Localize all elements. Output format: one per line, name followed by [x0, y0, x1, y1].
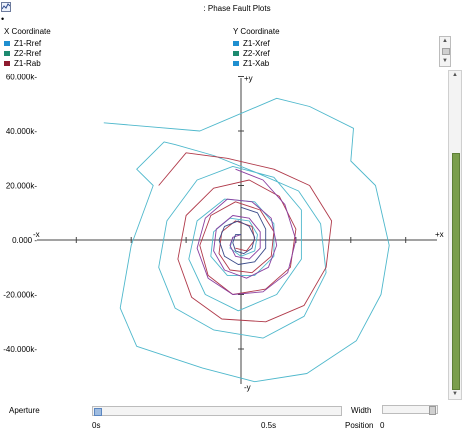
- swatch-z2-rref: [4, 50, 10, 56]
- y-tick-label: 20.000k-: [6, 182, 37, 191]
- legend-item-label: Z1-Rab: [14, 58, 41, 68]
- scroll-down-icon[interactable]: ▼: [452, 391, 458, 397]
- vertical-scroll-thumb[interactable]: [452, 153, 460, 390]
- swatch-z1-rab: [4, 60, 10, 66]
- aperture-label: Aperture: [9, 406, 40, 415]
- scroll-up-icon[interactable]: ▲: [442, 38, 448, 44]
- aperture-end-label: 0.5s: [261, 421, 277, 430]
- legend-scrollbar[interactable]: ▲ ▼: [439, 36, 451, 67]
- legend-scroll-thumb[interactable]: [442, 48, 450, 55]
- legend-item-label: Z1-Rref: [14, 38, 42, 48]
- legend-item[interactable]: Z1-Rref: [4, 38, 41, 48]
- minus-x-label: -x: [33, 230, 40, 239]
- plus-x-label: +x: [435, 230, 444, 239]
- legend-item[interactable]: Z1-Xab: [233, 58, 270, 68]
- y-tick-label: 40.000k-: [6, 127, 37, 136]
- width-label: Width: [351, 406, 372, 415]
- width-slider-thumb[interactable]: [429, 406, 436, 415]
- legend-item[interactable]: Z1-Rab: [4, 58, 41, 68]
- y-tick-label: 0.000 -: [12, 236, 37, 245]
- legend-x-header: X Coordinate: [4, 27, 51, 36]
- legend-y-list: Z1-Xref Z2-Xref Z1-Xab: [233, 38, 270, 68]
- legend-item[interactable]: Z1-Xref: [233, 38, 270, 48]
- legend-item-label: Z2-Rref: [14, 48, 42, 58]
- trace-cyan-spiral: [103, 97, 390, 383]
- position-label: Position: [345, 421, 374, 430]
- legend-item[interactable]: Z2-Rref: [4, 48, 41, 58]
- plot-vertical-scrollbar[interactable]: ▲ ▼: [448, 70, 462, 400]
- legend-item-label: Z1-Xref: [243, 38, 270, 48]
- plus-y-label: +y: [244, 74, 253, 83]
- phase-plot[interactable]: 60.000k- 40.000k- 20.000k- 0.000 - -20.000k-…: [0, 74, 446, 394]
- width-slider[interactable]: [382, 405, 438, 415]
- trace-navy-spiral: [218, 206, 267, 265]
- scroll-down-icon[interactable]: ▼: [442, 58, 448, 64]
- minus-y-label: -y: [244, 383, 251, 392]
- aperture-slider[interactable]: [92, 406, 342, 416]
- aperture-start-label: 0s: [92, 421, 101, 430]
- y-tick-label: 60.000k-: [6, 74, 37, 82]
- swatch-z1-xref: [233, 40, 239, 46]
- swatch-z1-xab: [233, 60, 239, 66]
- aperture-slider-thumb[interactable]: [94, 408, 102, 416]
- trace-red-spiral: [158, 152, 333, 323]
- window-menu-icon[interactable]: [1, 2, 11, 12]
- legend-x-list: Z1-Rref Z2-Rref Z1-Rab: [4, 38, 41, 68]
- y-tick-label: -20.000k-: [3, 291, 37, 300]
- position-value: 0: [380, 421, 385, 430]
- swatch-z1-rref: [4, 40, 10, 46]
- y-tick-label: -40.000k-: [3, 345, 37, 354]
- legend-y-header: Y Coordinate: [233, 27, 280, 36]
- window-title: : Phase Fault Plots: [203, 4, 271, 13]
- trace-purple-spiral: [196, 168, 297, 295]
- pin-dot-icon: •: [1, 14, 5, 24]
- scroll-up-icon[interactable]: ▲: [452, 72, 458, 78]
- swatch-z2-xref: [233, 50, 239, 56]
- legend-item-label: Z1-Xab: [243, 58, 270, 68]
- legend-item[interactable]: Z2-Xref: [233, 48, 270, 58]
- legend-item-label: Z2-Xref: [243, 48, 270, 58]
